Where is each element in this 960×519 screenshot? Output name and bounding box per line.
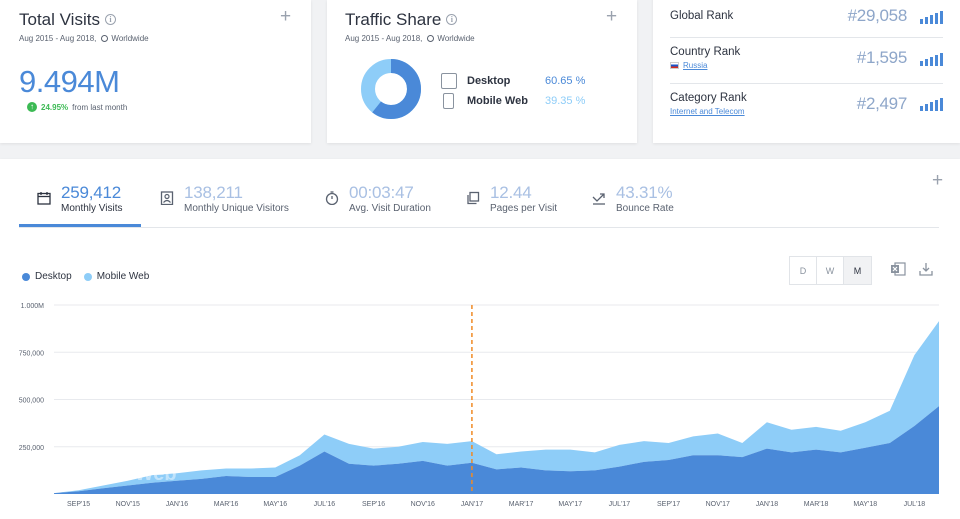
download-icon[interactable] — [918, 261, 934, 277]
chart-legend: Desktop Mobile Web — [22, 271, 149, 282]
user-card-icon — [160, 191, 174, 205]
rank-label: Country Rank — [670, 46, 741, 58]
legend-item-mobile[interactable]: Mobile Web — [83, 271, 150, 282]
donut-desktop-slice — [361, 59, 421, 119]
change-pct: 24.95% — [41, 102, 69, 112]
category-link[interactable]: Internet and Telecom — [670, 107, 745, 116]
total-visits-title-text: Total Visits — [19, 10, 100, 29]
legend-dot — [83, 272, 92, 281]
date-range: Aug 2015 - Aug 2018, — [345, 34, 423, 43]
visits-change: ↑ 24.95% from last month — [27, 102, 127, 112]
total-visits-value: 9.494M — [19, 64, 120, 99]
rank-label: Global Rank — [670, 10, 734, 22]
stopwatch-icon — [325, 191, 339, 205]
traffic-share-subline: Aug 2015 - Aug 2018, Worldwide — [345, 34, 475, 43]
rank-category[interactable]: Category Rank Internet and Telecom #2,49… — [670, 92, 943, 116]
divider — [670, 83, 943, 84]
region: Worldwide — [111, 34, 149, 43]
tab-label: Pages per Visit — [490, 203, 558, 214]
granularity-weekly-button[interactable]: W — [817, 257, 844, 284]
rank-bars-icon — [920, 52, 943, 66]
rank-value: #2,497 — [856, 94, 908, 113]
globe-icon — [101, 35, 109, 42]
add-widget-icon[interactable]: + — [606, 6, 618, 27]
tab-value: 00:03:47 — [349, 183, 414, 202]
russia-flag-icon — [670, 62, 679, 69]
traffic-share-donut — [361, 59, 421, 119]
globe-icon — [427, 35, 435, 42]
date-range: Aug 2015 - Aug 2018, — [19, 34, 97, 43]
tab-label: Monthly Visits — [61, 203, 123, 214]
add-widget-icon[interactable]: + — [280, 6, 292, 27]
excel-export-icon[interactable] — [890, 261, 906, 277]
mobile-icon — [443, 93, 454, 109]
legend-label: Desktop — [35, 271, 72, 282]
region: Worldwide — [437, 34, 475, 43]
total-visits-card: Total Visits i Aug 2015 - Aug 2018, World… — [0, 0, 311, 143]
add-widget-icon[interactable]: + — [932, 170, 944, 191]
granularity-daily-button[interactable]: D — [790, 257, 817, 284]
tab-value: 259,412 — [61, 183, 122, 202]
calendar-icon — [37, 192, 51, 205]
granularity-monthly-button[interactable]: M — [844, 257, 871, 284]
info-icon[interactable]: i — [446, 14, 458, 25]
rank-bars-icon — [920, 10, 943, 24]
tab-unique-visitors[interactable]: 138,211 Monthly Unique Visitors — [142, 183, 297, 227]
rank-value: #1,595 — [856, 48, 908, 67]
granularity-selector: D W M — [789, 256, 872, 285]
tab-label: Avg. Visit Duration — [349, 203, 431, 214]
share-pct: 39.35 % — [545, 95, 586, 107]
arrow-up-icon: ↑ — [27, 102, 37, 112]
bounce-icon — [592, 193, 605, 205]
total-visits-title: Total Visits i — [19, 10, 116, 30]
change-text: from last month — [72, 102, 128, 112]
share-row-desktop: Desktop 60.65 % — [441, 73, 585, 89]
legend-item-desktop[interactable]: Desktop — [22, 271, 72, 282]
traffic-share-title-text: Traffic Share — [345, 10, 442, 29]
tab-monthly-visits[interactable]: 259,412 Monthly Visits — [19, 183, 141, 227]
tab-label: Monthly Unique Visitors — [184, 203, 289, 214]
legend-dot — [22, 272, 30, 281]
tab-value: 12.44 — [490, 183, 532, 202]
tab-pages-per-visit[interactable]: 12.44 Pages per Visit — [448, 183, 568, 227]
divider — [670, 37, 943, 38]
rank-value: #29,058 — [847, 6, 908, 25]
pages-icon — [467, 191, 480, 205]
share-label: Mobile Web — [467, 95, 528, 107]
traffic-share-card: Traffic Share i Aug 2015 - Aug 2018, Worl… — [327, 0, 637, 143]
info-icon[interactable]: i — [104, 14, 116, 25]
country-link[interactable]: Russia — [683, 61, 708, 70]
tab-value: 138,211 — [184, 183, 243, 202]
rank-label: Category Rank — [670, 92, 747, 104]
tab-avg-visit-duration[interactable]: 00:03:47 Avg. Visit Duration — [307, 183, 437, 227]
rank-bars-icon — [920, 97, 943, 111]
share-row-mobile: Mobile Web 39.35 % — [441, 93, 585, 109]
active-tab-indicator — [19, 224, 141, 227]
share-pct: 60.65 % — [545, 75, 586, 87]
tab-divider — [19, 227, 939, 228]
share-label: Desktop — [467, 75, 511, 87]
legend-label: Mobile Web — [96, 271, 150, 282]
tab-label: Bounce Rate — [616, 203, 674, 214]
traffic-share-title: Traffic Share i — [345, 10, 458, 30]
rank-country[interactable]: Country Rank Russia #1,595 — [670, 46, 943, 70]
ranks-card — [653, 0, 960, 143]
total-visits-subline: Aug 2015 - Aug 2018, Worldwide — [19, 34, 149, 43]
rank-sub[interactable]: Internet and Telecom — [670, 107, 745, 116]
tab-value: 43.31% — [616, 183, 673, 202]
rank-sub[interactable]: Russia — [670, 61, 707, 70]
tab-bounce-rate[interactable]: 43.31% Bounce Rate — [574, 183, 684, 227]
desktop-icon — [441, 73, 457, 89]
rank-global[interactable]: Global Rank #29,058 — [670, 6, 943, 30]
